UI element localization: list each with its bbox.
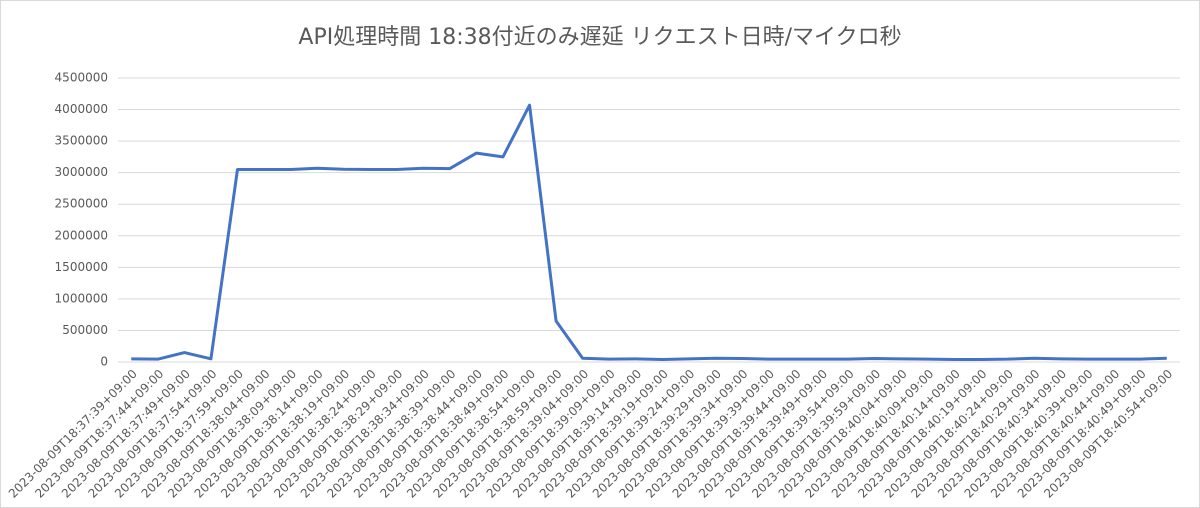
y-tick-label: 2500000 — [55, 197, 108, 211]
y-tick-label: 0 — [100, 355, 108, 369]
y-tick-label: 3000000 — [55, 165, 108, 179]
y-tick-label: 3500000 — [55, 134, 108, 148]
y-tick-label: 500000 — [62, 323, 108, 337]
y-tick-label: 4000000 — [55, 102, 108, 116]
line-series — [131, 103, 1167, 361]
y-tick-label: 1000000 — [55, 291, 108, 305]
chart-title: API処理時間 18:38付近のみ遅延 リクエスト日時/マイクロ秒 — [298, 25, 901, 50]
y-tick-label: 1500000 — [55, 260, 108, 274]
y-tick-label: 4500000 — [55, 71, 108, 85]
y-tick-label: 2000000 — [55, 228, 108, 242]
